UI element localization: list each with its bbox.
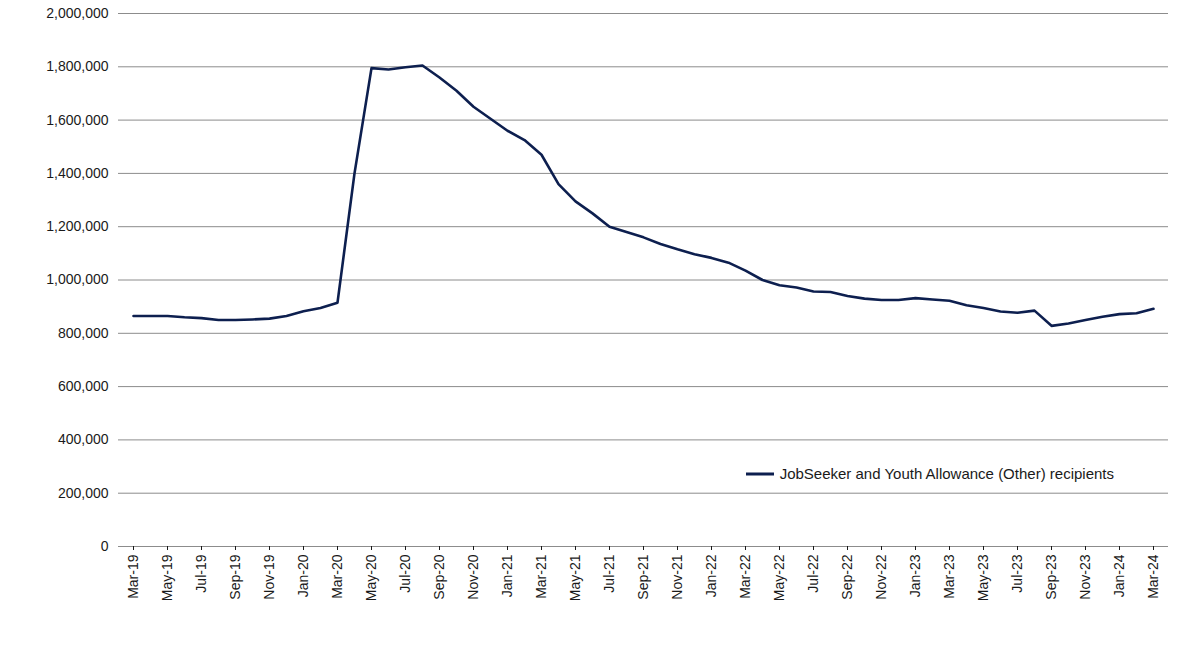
svg-text:Jul-21: Jul-21	[601, 554, 617, 592]
svg-text:Mar-19: Mar-19	[125, 554, 141, 599]
svg-text:Nov-21: Nov-21	[669, 554, 685, 599]
svg-text:May-20: May-20	[363, 554, 379, 601]
svg-text:1,600,000: 1,600,000	[46, 112, 108, 128]
svg-text:1,400,000: 1,400,000	[46, 165, 108, 181]
svg-text:Jan-20: Jan-20	[295, 554, 311, 597]
svg-text:May-22: May-22	[771, 554, 787, 601]
svg-text:Mar-23: Mar-23	[941, 554, 957, 599]
svg-text:Nov-23: Nov-23	[1077, 554, 1093, 599]
svg-text:Nov-20: Nov-20	[465, 554, 481, 599]
svg-text:Sep-22: Sep-22	[839, 554, 855, 599]
svg-text:Sep-21: Sep-21	[635, 554, 651, 599]
svg-text:Sep-20: Sep-20	[431, 554, 447, 599]
html-text:JobSeeker and Youth Allowance: JobSeeker and Youth Allowance (Other) re…	[779, 465, 1114, 482]
svg-text:Mar-20: Mar-20	[329, 554, 345, 599]
svg-text:1,800,000: 1,800,000	[46, 58, 108, 74]
svg-text:Sep-19: Sep-19	[227, 554, 243, 599]
svg-text:Jan-21: Jan-21	[499, 554, 515, 597]
svg-text:Nov-19: Nov-19	[261, 554, 277, 599]
svg-text:Jul-19: Jul-19	[193, 554, 209, 592]
svg-text:Jan-23: Jan-23	[907, 554, 923, 597]
svg-text:1,000,000: 1,000,000	[46, 271, 108, 287]
svg-text:400,000: 400,000	[58, 431, 109, 447]
svg-text:May-21: May-21	[567, 554, 583, 601]
svg-text:Jul-22: Jul-22	[805, 554, 821, 592]
svg-text:Jan-22: Jan-22	[703, 554, 719, 597]
svg-text:600,000: 600,000	[58, 378, 109, 394]
svg-text:Mar-21: Mar-21	[533, 554, 549, 599]
svg-text:0: 0	[101, 538, 109, 554]
svg-text:Mar-24: Mar-24	[1145, 554, 1161, 599]
svg-text:Sep-23: Sep-23	[1043, 554, 1059, 599]
svg-text:Nov-22: Nov-22	[873, 554, 889, 599]
svg-text:Jul-20: Jul-20	[397, 554, 413, 592]
svg-text:May-19: May-19	[159, 554, 175, 601]
svg-text:May-23: May-23	[975, 554, 991, 601]
svg-text:1,200,000: 1,200,000	[46, 218, 108, 234]
svg-text:Mar-22: Mar-22	[737, 554, 753, 599]
svg-text:2,000,000: 2,000,000	[46, 5, 108, 21]
svg-text:Jan-24: Jan-24	[1111, 554, 1127, 597]
svg-text:Jul-23: Jul-23	[1009, 554, 1025, 592]
svg-text:800,000: 800,000	[58, 325, 109, 341]
svg-text:200,000: 200,000	[58, 485, 109, 501]
